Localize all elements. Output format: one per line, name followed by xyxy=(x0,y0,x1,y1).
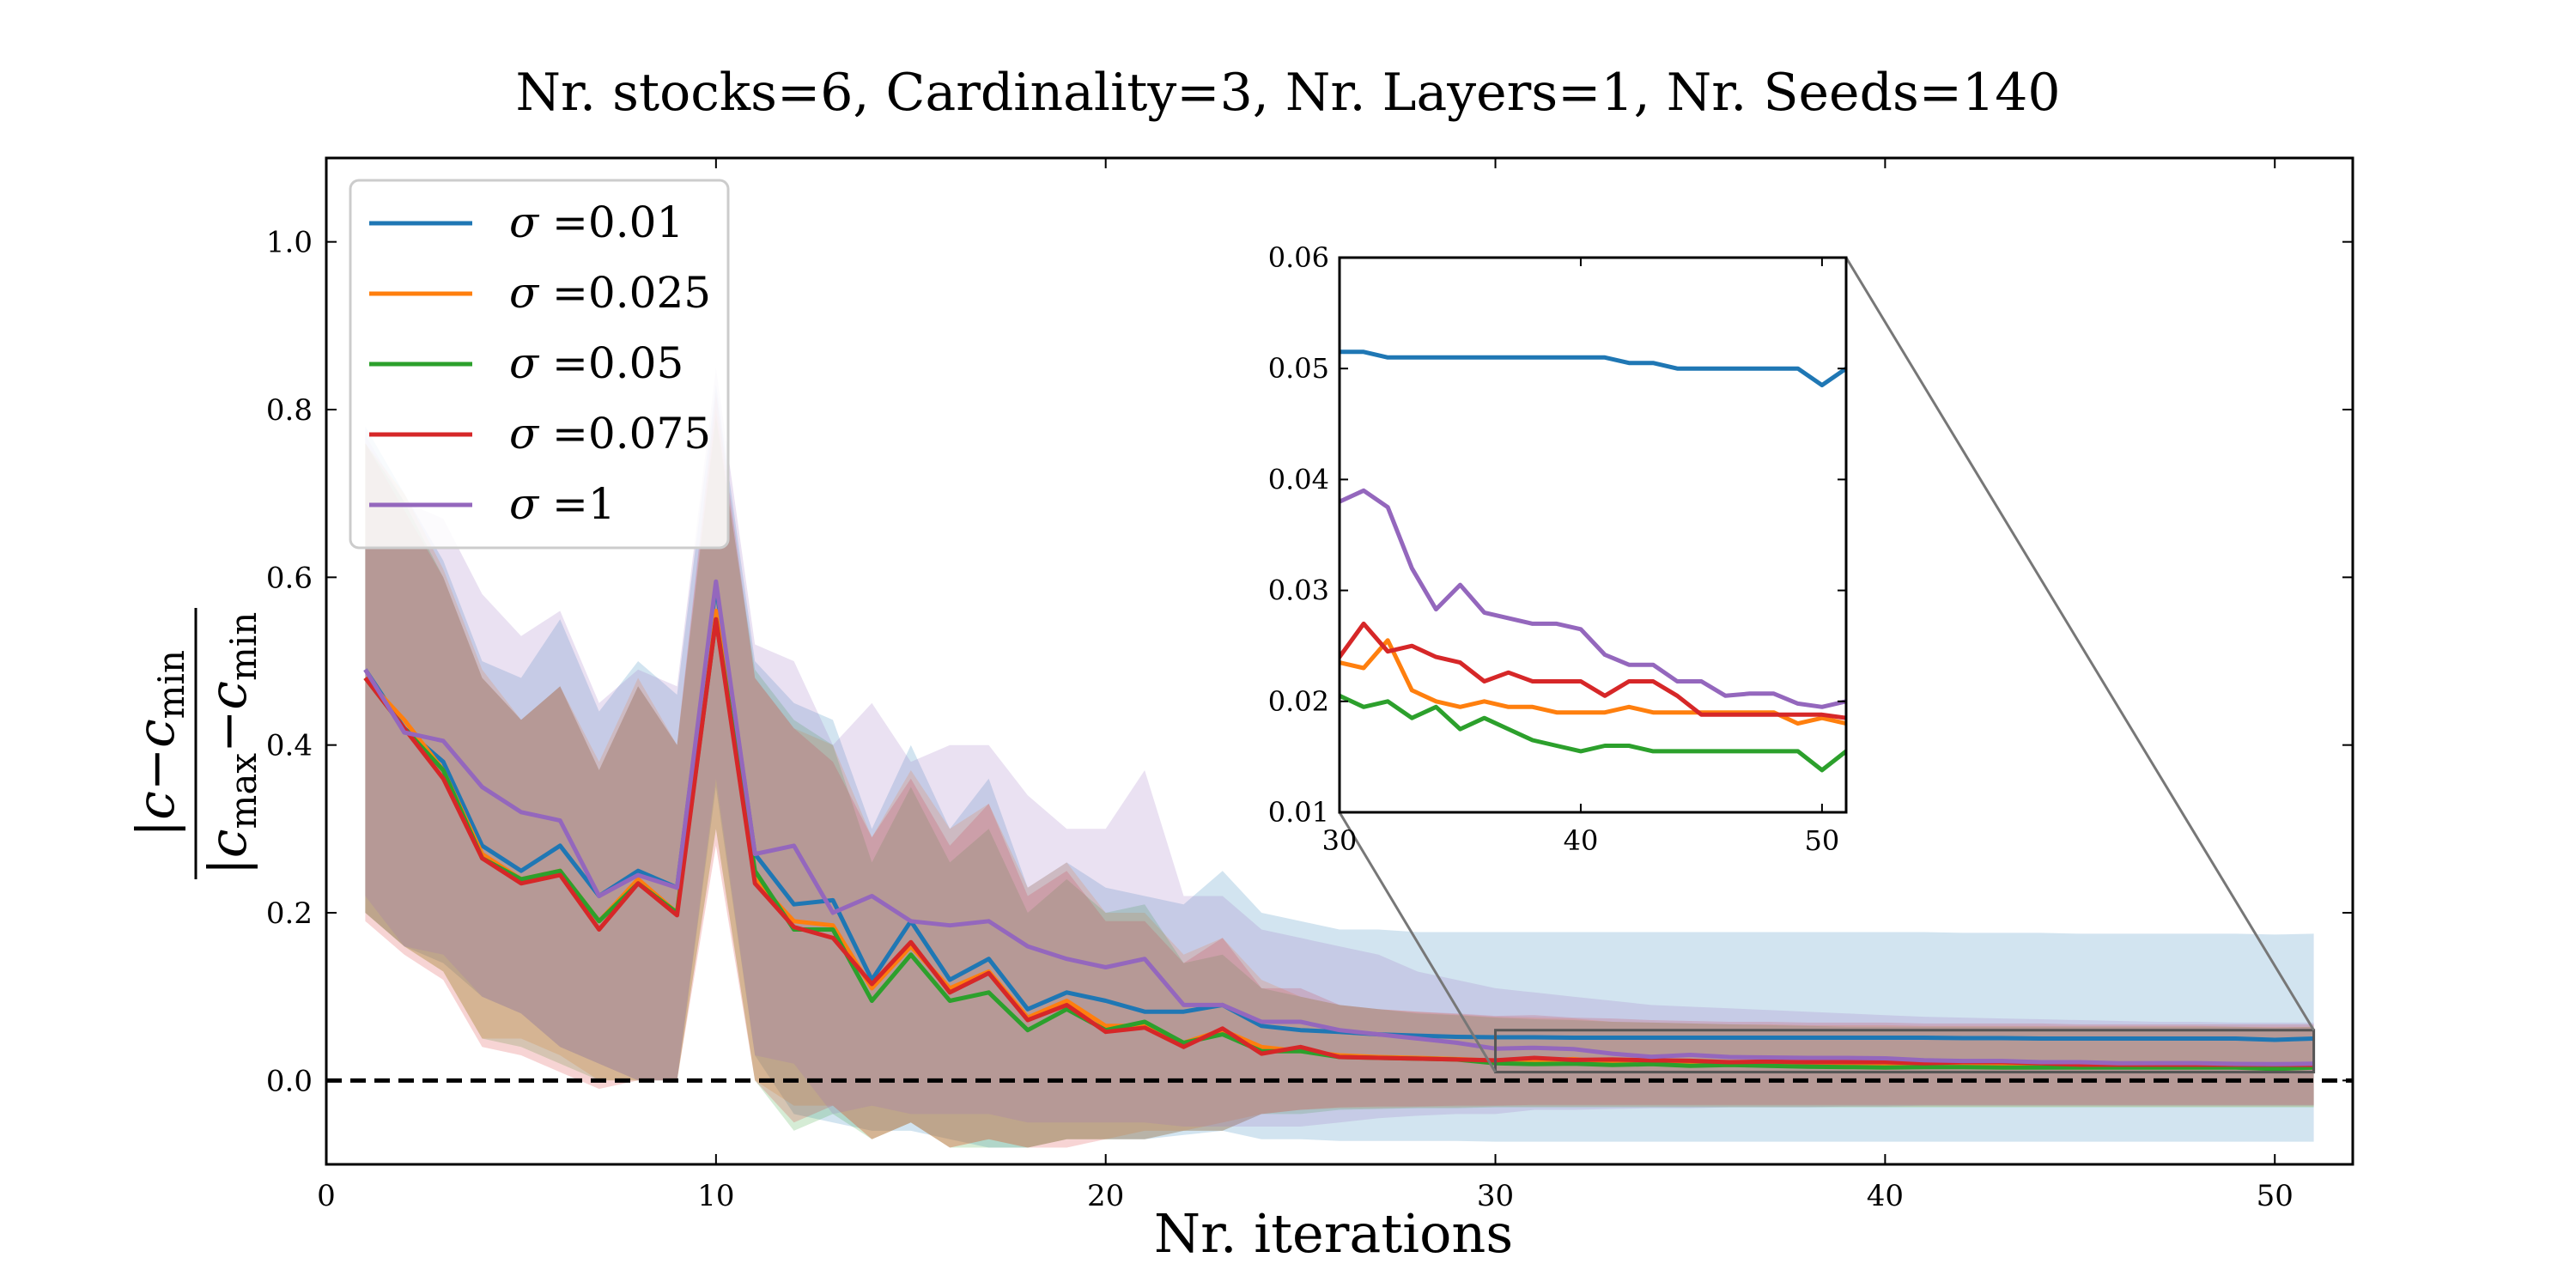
zoom-connector-left xyxy=(1338,811,1497,1073)
inset-y-tick-label: 0.01 xyxy=(1268,796,1329,829)
inset-y-tick-label: 0.05 xyxy=(1268,352,1329,385)
x-tick-label: 40 xyxy=(1867,1179,1904,1213)
y-tick-label: 0.8 xyxy=(266,393,313,428)
zoom-connector-right xyxy=(1844,257,2315,1031)
plot-frame xyxy=(325,156,2354,1166)
y-axis-label: |c−cmin |cmax−cmin xyxy=(126,608,264,879)
x-tick-label: 30 xyxy=(1477,1179,1514,1213)
main-axis-ticks: 0 10 20 30 40 50 0.0 0.2 0.4 0.6 0.8 1.0 xyxy=(266,158,2353,1213)
inset-x-tick-label: 40 xyxy=(1564,824,1599,857)
inset-line-series-5 xyxy=(1340,488,1846,709)
inset-line-series-2 xyxy=(1340,638,1846,726)
x-axis-label: Nr. iterations xyxy=(1154,1202,1513,1265)
y-tick-label: 0.4 xyxy=(266,729,313,763)
inset-axis-ticks: 30 40 50 0.01 0.02 0.03 0.04 0.05 0.06 xyxy=(1268,241,1846,857)
legend-label-3: σ =0.05 xyxy=(509,338,683,388)
inset-background xyxy=(1340,258,1846,812)
legend: σ =0.01 σ =0.025 σ =0.05 σ =0.075 σ =1 xyxy=(349,179,730,550)
inset-x-tick-label: 30 xyxy=(1322,824,1358,857)
inset-y-tick-label: 0.06 xyxy=(1268,241,1329,274)
inset-y-tick-label: 0.02 xyxy=(1268,685,1329,718)
series-lines xyxy=(363,579,2314,1072)
inset-series-lines xyxy=(1340,349,1846,773)
x-tick-label: 10 xyxy=(697,1179,734,1213)
inset-y-tick-label: 0.04 xyxy=(1268,463,1329,495)
inset-line-series-4 xyxy=(1340,621,1846,720)
inset-y-tick-label: 0.03 xyxy=(1268,574,1329,607)
legend-box xyxy=(349,179,730,550)
zoom-indicator xyxy=(1338,257,2316,1074)
legend-label-4: σ =0.075 xyxy=(509,409,711,459)
inset-zoom-chart: 30 40 50 0.01 0.02 0.03 0.04 0.05 0.06 xyxy=(1268,241,1848,857)
y-tick-label: 1.0 xyxy=(266,226,313,260)
legend-label-1: σ =0.01 xyxy=(509,197,683,247)
y-label-numerator: |c−cmin xyxy=(126,650,192,837)
inset-line-series-3 xyxy=(1340,690,1846,773)
y-tick-label: 0.2 xyxy=(266,896,313,931)
chart-title: Nr. stocks=6, Cardinality=3, Nr. Layers=… xyxy=(515,63,2060,123)
legend-label-2: σ =0.025 xyxy=(509,268,711,318)
x-tick-label: 20 xyxy=(1087,1179,1124,1213)
inset-line-series-1 xyxy=(1340,349,1846,388)
inset-frame xyxy=(1338,256,1848,814)
x-tick-label: 0 xyxy=(317,1179,336,1213)
x-tick-label: 50 xyxy=(2257,1179,2293,1213)
y-tick-label: 0.0 xyxy=(266,1064,313,1098)
line-series-5 xyxy=(363,579,2314,1066)
y-tick-label: 0.6 xyxy=(266,561,313,595)
inset-x-tick-label: 50 xyxy=(1805,824,1840,857)
zoom-region-rect xyxy=(1494,1029,2316,1074)
legend-label-5: σ =1 xyxy=(509,479,616,529)
y-label-denominator: |cmax−cmin xyxy=(198,612,264,876)
